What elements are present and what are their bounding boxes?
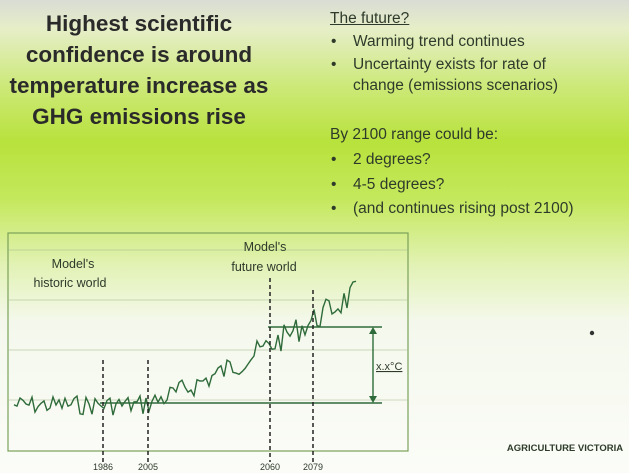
future-bullet: • Warming trend continues: [331, 33, 525, 50]
future-label: Model's: [244, 240, 287, 254]
logo: AGRICULTURE VICTORIA: [507, 443, 623, 454]
diagram-frame: [7, 232, 409, 452]
range-bullet: • (and continues rising post 2100): [331, 200, 574, 217]
left-heading: Highest scientific confidence is around …: [4, 8, 274, 132]
bullet-text: (and continues rising post 2100): [353, 200, 574, 217]
bullet-text: Uncertainty exists for rate of change (e…: [353, 56, 559, 94]
year-label: 2060: [260, 462, 280, 472]
temperature-trace: [13, 280, 357, 416]
range-heading: By 2100 range could be:: [330, 126, 499, 143]
future-heading: The future?: [330, 10, 410, 27]
heading-line: confidence is around: [25, 42, 253, 67]
period-markers: [102, 278, 314, 462]
dot: [589, 330, 595, 336]
bullet-text: Warming trend continues: [353, 33, 525, 50]
heading-line: GHG emissions rise: [32, 104, 246, 129]
heading-line: Highest scientific: [45, 11, 233, 36]
year-label: 2079: [303, 462, 323, 472]
year-label: 2005: [138, 462, 158, 472]
bullet-text: 2 degrees?: [353, 151, 431, 168]
year-label: 1986: [93, 462, 113, 472]
delta-label: x.x°C: [376, 361, 402, 373]
bullet-text: 4-5 degrees?: [353, 176, 445, 193]
historic-label: historic world: [34, 276, 107, 290]
grid: [8, 249, 408, 401]
range-bullet: • 2 degrees?: [331, 151, 431, 168]
future-bullet: • Uncertainty exists for rate of change (…: [331, 56, 559, 94]
future-label: future world: [231, 260, 296, 274]
range-bullet: • 4-5 degrees?: [331, 176, 445, 193]
heading-line: temperature increase as: [9, 73, 269, 98]
historic-label: Model's: [52, 257, 95, 271]
